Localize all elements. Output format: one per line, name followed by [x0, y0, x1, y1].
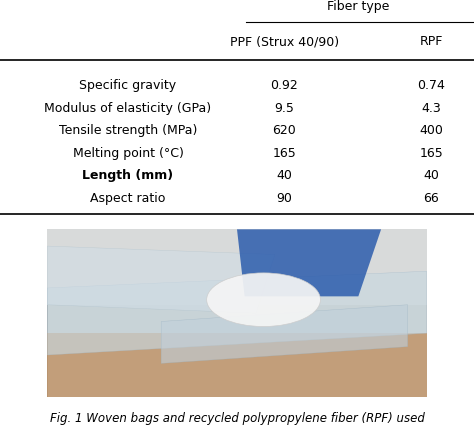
Polygon shape [237, 229, 381, 296]
Text: Melting point (°C): Melting point (°C) [73, 147, 183, 160]
Text: 165: 165 [419, 147, 443, 160]
Text: 9.5: 9.5 [274, 102, 294, 115]
Text: 400: 400 [419, 124, 443, 138]
Bar [47, 333, 427, 397]
Bar [47, 229, 427, 305]
Text: Specific gravity: Specific gravity [80, 79, 176, 93]
Text: PPF (Strux 40/90): PPF (Strux 40/90) [230, 35, 339, 49]
Text: Modulus of elasticity (GPa): Modulus of elasticity (GPa) [45, 102, 211, 115]
Text: Fig. 1 Woven bags and recycled polypropylene fiber (RPF) used: Fig. 1 Woven bags and recycled polypropy… [50, 412, 424, 426]
Text: 0.92: 0.92 [271, 79, 298, 93]
Text: 40: 40 [423, 169, 439, 183]
Text: 4.3: 4.3 [421, 102, 441, 115]
Text: 90: 90 [276, 192, 292, 205]
Text: 165: 165 [273, 147, 296, 160]
Polygon shape [47, 246, 275, 313]
Text: Aspect ratio: Aspect ratio [90, 192, 166, 205]
Text: Length (mm): Length (mm) [82, 169, 173, 183]
Text: RPF: RPF [419, 35, 443, 49]
Polygon shape [161, 305, 408, 363]
Ellipse shape [207, 273, 320, 326]
Polygon shape [47, 271, 427, 355]
Text: 620: 620 [273, 124, 296, 138]
Text: 0.74: 0.74 [418, 79, 445, 93]
Text: 40: 40 [276, 169, 292, 183]
Text: Fiber type: Fiber type [327, 0, 389, 13]
Text: Tensile strength (MPa): Tensile strength (MPa) [59, 124, 197, 138]
Text: 66: 66 [423, 192, 439, 205]
